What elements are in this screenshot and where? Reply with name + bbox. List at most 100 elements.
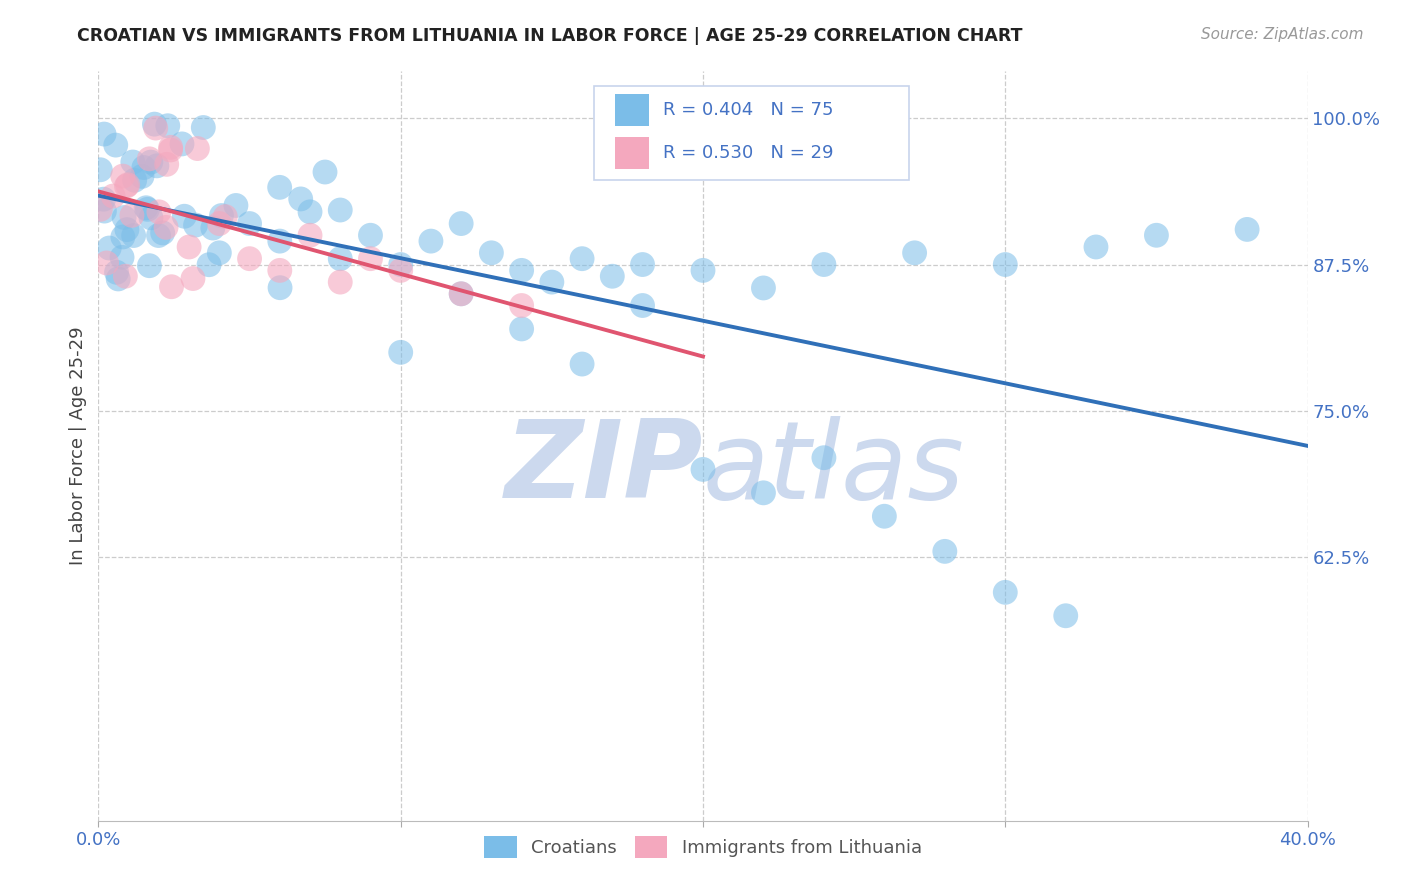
Point	[269, 281, 291, 295]
Point	[314, 165, 336, 179]
Point	[873, 509, 896, 524]
Point	[145, 121, 167, 136]
Point	[225, 198, 247, 212]
Point	[193, 120, 215, 135]
Point	[111, 250, 134, 264]
Point	[160, 279, 183, 293]
Point	[105, 265, 128, 279]
Point	[510, 263, 533, 277]
Point	[1085, 240, 1108, 254]
Point	[121, 208, 143, 222]
Point	[269, 180, 291, 194]
Point	[93, 204, 115, 219]
Point	[122, 228, 145, 243]
Point	[139, 211, 162, 225]
Point	[329, 252, 352, 266]
Point	[994, 585, 1017, 599]
Point	[1144, 228, 1167, 243]
Text: CROATIAN VS IMMIGRANTS FROM LITHUANIA IN LABOR FORCE | AGE 25-29 CORRELATION CHA: CROATIAN VS IMMIGRANTS FROM LITHUANIA IN…	[77, 27, 1022, 45]
Point	[420, 234, 443, 248]
Point	[159, 143, 181, 157]
Point	[239, 217, 262, 231]
Point	[159, 140, 181, 154]
Text: atlas: atlas	[703, 416, 965, 521]
Point	[186, 142, 208, 156]
Point	[1236, 222, 1258, 236]
Point	[201, 221, 224, 235]
Point	[631, 298, 654, 313]
Point	[139, 155, 162, 169]
FancyBboxPatch shape	[595, 87, 908, 180]
Point	[994, 258, 1017, 272]
Point	[112, 211, 135, 225]
Point	[571, 252, 593, 266]
Point	[813, 450, 835, 465]
Point	[211, 209, 233, 223]
Point	[89, 202, 111, 217]
Text: R = 0.530   N = 29: R = 0.530 N = 29	[664, 144, 834, 162]
Point	[360, 252, 382, 266]
Point	[299, 228, 322, 243]
Point	[148, 204, 170, 219]
Y-axis label: In Labor Force | Age 25-29: In Labor Force | Age 25-29	[69, 326, 87, 566]
Point	[198, 258, 221, 272]
Point	[146, 159, 169, 173]
Point	[111, 169, 134, 183]
Point	[540, 275, 562, 289]
Point	[269, 263, 291, 277]
Point	[389, 258, 412, 272]
Point	[389, 263, 412, 277]
Point	[148, 228, 170, 243]
Point	[117, 178, 139, 192]
Point	[752, 485, 775, 500]
Point	[107, 272, 129, 286]
Point	[179, 240, 201, 254]
Point	[269, 234, 291, 248]
Point	[124, 173, 146, 187]
Point	[115, 179, 138, 194]
Point	[138, 259, 160, 273]
Point	[143, 117, 166, 131]
Point	[752, 281, 775, 295]
Bar	[614, 95, 648, 126]
Point	[132, 161, 155, 175]
Point	[131, 169, 153, 184]
Point	[181, 271, 204, 285]
Point	[631, 258, 654, 272]
Point	[96, 256, 118, 270]
Point	[602, 269, 624, 284]
Text: R = 0.404   N = 75: R = 0.404 N = 75	[664, 101, 834, 119]
Point	[89, 162, 111, 177]
Point	[101, 189, 124, 203]
Point	[156, 119, 179, 133]
Point	[93, 192, 115, 206]
Point	[329, 275, 352, 289]
Point	[173, 209, 195, 223]
Point	[1054, 608, 1077, 623]
Point	[450, 286, 472, 301]
Point	[214, 210, 236, 224]
Point	[510, 322, 533, 336]
Point	[104, 138, 127, 153]
Point	[813, 258, 835, 272]
Point	[360, 228, 382, 243]
Point	[111, 230, 134, 244]
Point	[904, 245, 927, 260]
Point	[135, 201, 157, 215]
Point	[208, 217, 231, 231]
Point	[450, 217, 472, 231]
Point	[692, 462, 714, 476]
Point	[692, 263, 714, 277]
Point	[138, 152, 160, 166]
Text: Source: ZipAtlas.com: Source: ZipAtlas.com	[1201, 27, 1364, 42]
Point	[389, 345, 412, 359]
Point	[481, 245, 503, 260]
Point	[510, 298, 533, 313]
Point	[121, 155, 143, 169]
Point	[329, 202, 352, 217]
Point	[170, 136, 193, 151]
Point	[156, 157, 179, 171]
Point	[184, 218, 207, 232]
Point	[208, 245, 231, 260]
Point	[239, 252, 262, 266]
